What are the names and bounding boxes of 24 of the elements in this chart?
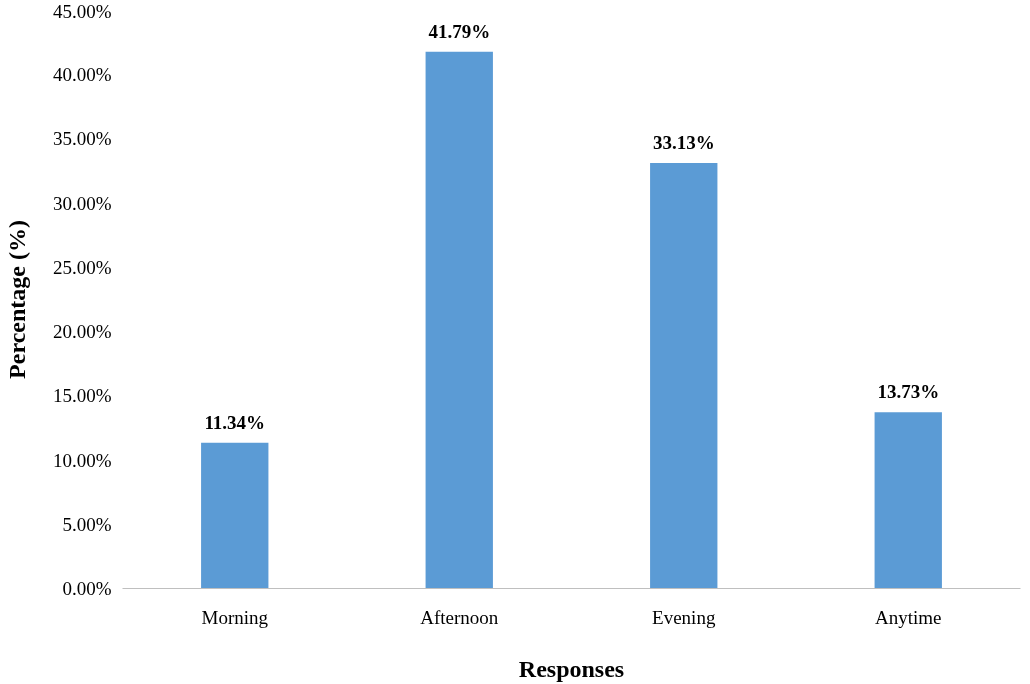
y-tick-label: 15.00% [52, 385, 112, 407]
y-tick-label: 5.00% [62, 513, 112, 535]
bar [425, 51, 493, 589]
data-label: 41.79% [428, 20, 491, 42]
x-tick-label: Evening [652, 606, 716, 628]
y-tick-label: 35.00% [52, 128, 112, 150]
bar [650, 162, 718, 589]
y-tick-label: 0.00% [62, 578, 112, 599]
y-tick-label: 40.00% [52, 64, 112, 86]
y-tick-label: 25.00% [52, 256, 112, 278]
y-tick-label: 30.00% [52, 192, 112, 214]
bar [201, 442, 269, 589]
x-axis-title: Responses [518, 655, 625, 682]
x-tick-label: Morning [201, 606, 269, 628]
y-tick-label: 45.00% [52, 0, 112, 22]
y-tick-label: 20.00% [52, 321, 112, 343]
x-tick-label: Afternoon [420, 606, 499, 628]
y-axis-title: Percentage (%) [3, 220, 30, 379]
data-label: 13.73% [877, 381, 940, 403]
data-label: 33.13% [652, 131, 715, 153]
bar [874, 412, 942, 589]
x-tick-label: Anytime [875, 606, 942, 628]
y-tick-label: 10.00% [52, 449, 112, 471]
data-label: 11.34% [204, 411, 266, 433]
